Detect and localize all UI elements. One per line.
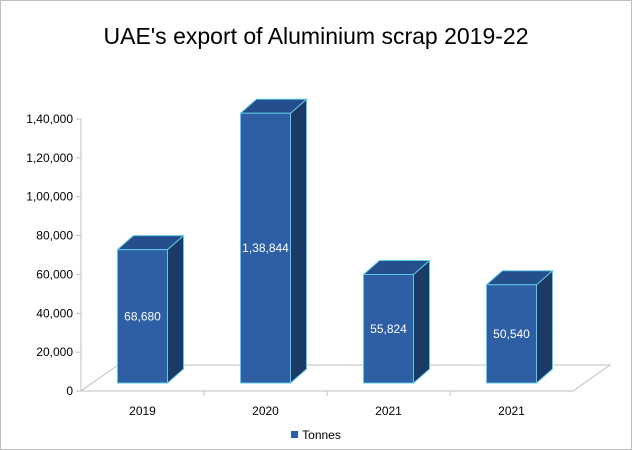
y-tick-label: 1,40,000 [26,112,73,126]
y-tick-label: 60,000 [36,267,73,281]
x-tick-label: 2021 [375,404,402,418]
x-tick-label: 2020 [252,404,279,418]
bar [485,269,554,385]
y-tick-label: 0 [66,384,73,398]
bar-side [290,98,307,385]
data-label: 1,38,844 [242,241,289,255]
chart-title: UAE's export of Aluminium scrap 2019-22 [103,23,529,49]
data-label: 50,540 [493,327,530,341]
legend-swatch [291,431,299,439]
x-tick-label: 2021 [498,404,525,418]
bar [116,234,185,385]
y-tick-label: 1,00,000 [26,190,73,204]
bar-side [167,234,184,385]
bar-front [363,274,414,384]
legend-label: Tonnes [302,427,341,442]
legend: Tonnes [1,427,631,442]
bar-front [486,284,537,384]
bar-front [117,249,168,384]
bar-front [240,112,291,384]
data-label: 68,680 [124,309,161,323]
y-tick-label: 80,000 [36,229,73,243]
y-tick-label: 20,000 [36,345,73,359]
y-tick-label: 40,000 [36,306,73,320]
y-tick-label: 1,20,000 [26,151,73,165]
bar [239,98,308,385]
bar [362,259,431,385]
bar-side [536,269,553,385]
x-tick-label: 2019 [129,404,156,418]
data-label: 55,824 [370,322,407,336]
bar-side [413,259,430,385]
